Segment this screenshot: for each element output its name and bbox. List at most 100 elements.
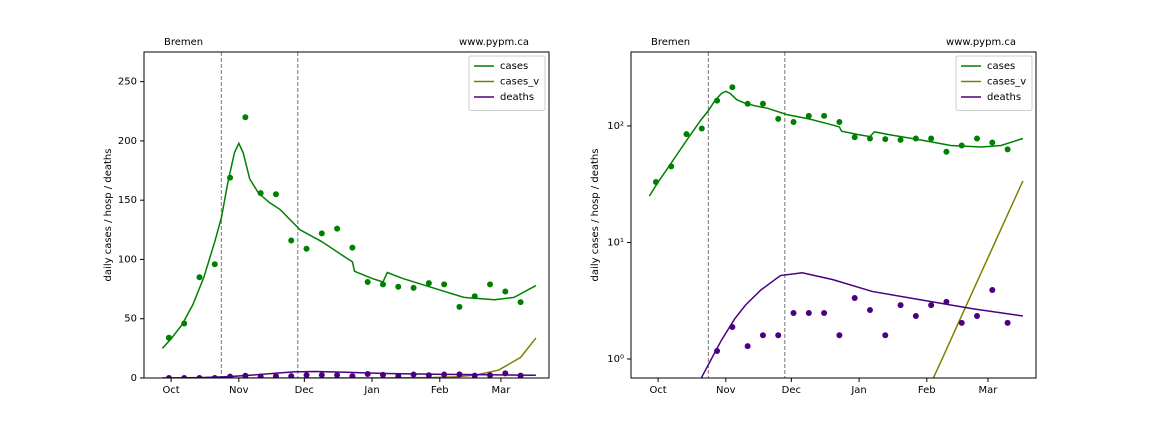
point — [456, 371, 463, 378]
point — [790, 119, 797, 126]
point — [410, 284, 417, 291]
x-tick-label: Oct — [649, 385, 666, 396]
point — [502, 288, 509, 295]
point — [364, 371, 371, 378]
point — [272, 373, 279, 378]
x-tick-label: Dec — [295, 385, 314, 396]
x-tick-label: Oct — [162, 385, 179, 396]
point — [744, 343, 751, 350]
point — [943, 298, 950, 305]
point — [196, 274, 203, 281]
x-tick-label: Jan — [363, 385, 379, 396]
point — [729, 324, 736, 331]
point — [196, 375, 203, 378]
annotation: www.pypm.ca — [459, 37, 529, 48]
y-tick-label: 150 — [118, 195, 137, 206]
x-tick-label: Mar — [492, 385, 512, 396]
legend-label: deaths — [987, 92, 1021, 103]
point — [303, 372, 310, 378]
line — [162, 370, 536, 378]
point — [897, 302, 904, 309]
point — [242, 114, 249, 121]
y-tick-label: 10¹ — [607, 237, 624, 248]
point — [836, 332, 843, 339]
point — [425, 280, 432, 287]
panel: Oct Nov Dec Jan Feb Mar 0 50 100 150 200 250 Bremen w… — [103, 37, 550, 396]
point — [272, 191, 279, 198]
point — [882, 136, 889, 143]
point — [821, 112, 828, 119]
point — [456, 303, 463, 310]
point — [379, 371, 386, 378]
x-tick-label: Feb — [431, 385, 449, 396]
annotation: www.pypm.ca — [946, 37, 1016, 48]
point — [851, 294, 858, 301]
point — [181, 320, 188, 327]
point — [257, 373, 264, 378]
legend-label: cases_v — [500, 77, 539, 88]
point — [487, 281, 494, 288]
point — [288, 373, 295, 378]
legend-label: deaths — [500, 92, 534, 103]
legend-label: cases_v — [987, 77, 1026, 88]
x-tick-label: Mar — [979, 385, 999, 396]
point — [744, 100, 751, 107]
x-tick-label: Dec — [782, 385, 801, 396]
point — [759, 100, 766, 107]
point — [288, 237, 295, 244]
x-tick-label: Feb — [918, 385, 936, 396]
y-tick-label: 0 — [131, 373, 137, 384]
panel: Oct Nov Dec Jan Feb Mar 10⁰ 10¹ 10² Bremen www.pyp… — [590, 37, 1037, 396]
point — [364, 278, 371, 285]
y-tick-label: 250 — [118, 77, 137, 88]
point — [349, 373, 356, 378]
point — [1004, 146, 1011, 153]
point — [821, 310, 828, 317]
point — [487, 372, 494, 378]
point — [775, 332, 782, 339]
legend-label: cases — [987, 61, 1015, 72]
y-tick-label: 10⁰ — [607, 354, 624, 365]
line — [161, 141, 537, 349]
point — [882, 332, 889, 339]
point — [928, 135, 935, 142]
point — [989, 139, 996, 146]
point — [227, 174, 234, 181]
point — [805, 112, 812, 119]
point — [912, 135, 919, 142]
point — [928, 302, 935, 309]
y-axis-label: daily cases / hosp / deaths — [590, 149, 601, 282]
axes-frame — [630, 51, 1037, 379]
point — [318, 230, 325, 237]
point — [425, 372, 432, 378]
point — [714, 97, 721, 104]
point — [866, 307, 873, 314]
legend-label: cases — [500, 61, 528, 72]
line — [932, 180, 1024, 378]
x-tick-label: Nov — [716, 385, 736, 396]
point — [866, 135, 873, 142]
point — [410, 371, 417, 378]
point — [257, 190, 264, 197]
point — [471, 372, 478, 378]
point — [379, 281, 386, 288]
point — [1004, 319, 1011, 326]
point — [836, 119, 843, 126]
point — [502, 370, 509, 377]
point — [211, 375, 218, 378]
point — [318, 372, 325, 378]
axes-frame — [143, 51, 550, 379]
point — [683, 131, 690, 138]
point — [805, 310, 812, 317]
point — [211, 261, 218, 268]
point — [668, 163, 675, 170]
y-tick-label: 200 — [118, 136, 137, 147]
point — [165, 375, 172, 378]
point — [165, 334, 172, 341]
point — [943, 148, 950, 155]
point — [395, 373, 402, 378]
point — [958, 142, 965, 149]
